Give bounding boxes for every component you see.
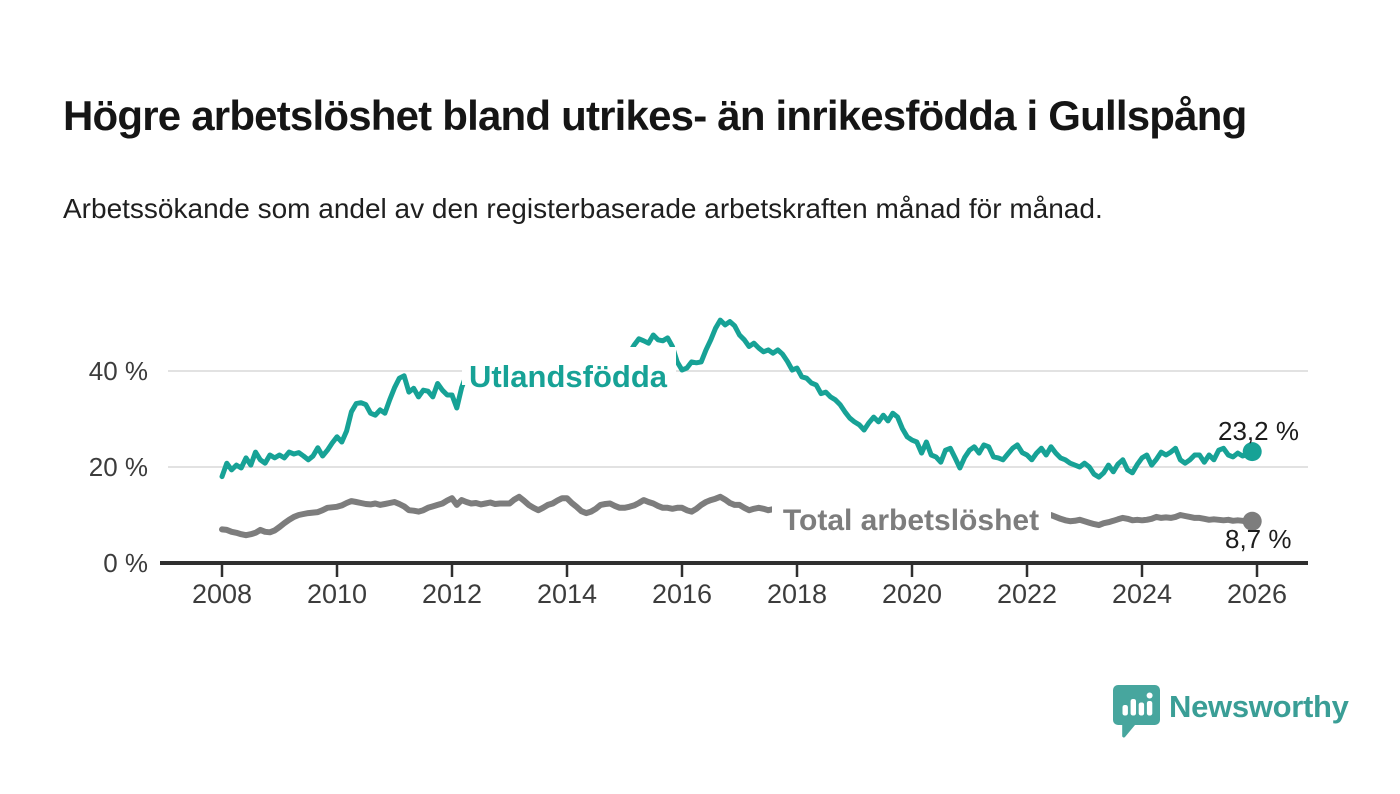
x-tick-label: 2022 [997,579,1057,609]
x-tick-label: 2020 [882,579,942,609]
x-tick-label: 2008 [192,579,252,609]
page-title: Högre arbetslöshet bland utrikes- än inr… [63,92,1247,140]
series-label: Total arbetslöshet [783,504,1039,537]
series-end-dot [1242,442,1262,462]
series-end-dot [1242,511,1262,531]
brand-wordmark: Newsworthy [1169,689,1349,724]
y-tick-label: 20 % [89,452,148,482]
x-tick-label: 2018 [767,579,827,609]
x-tick-label: 2016 [652,579,712,609]
x-tick-label: 2024 [1112,579,1172,609]
series-line-total [219,493,1256,539]
y-tick-label: 0 % [103,548,148,578]
series-end-value: 23,2 % [1218,416,1299,446]
series-line-utlandsfodda [219,317,1255,480]
unemployment-line-chart: 0 % 20 % 40 % 2008 2010 2012 2014 2016 2018 2020 2… [0,250,1400,720]
x-tick-label: 2026 [1227,579,1287,609]
brand-footer: Newsworthy [1113,684,1349,740]
x-tick-label: 2012 [422,579,482,609]
series-label: Utlandsfödda [469,359,668,394]
newsworthy-logo-icon [1113,685,1160,738]
chart-canvas: 0 % 20 % 40 % 2008 2010 2012 2014 2016 2018 2020 2… [89,317,1308,609]
x-tick-label: 2014 [537,579,597,609]
page-subtitle: Arbetssökande som andel av den registerb… [63,193,1103,224]
x-tick-label: 2010 [307,579,367,609]
y-tick-label: 40 % [89,356,148,386]
series-end-value: 8,7 % [1225,524,1292,554]
